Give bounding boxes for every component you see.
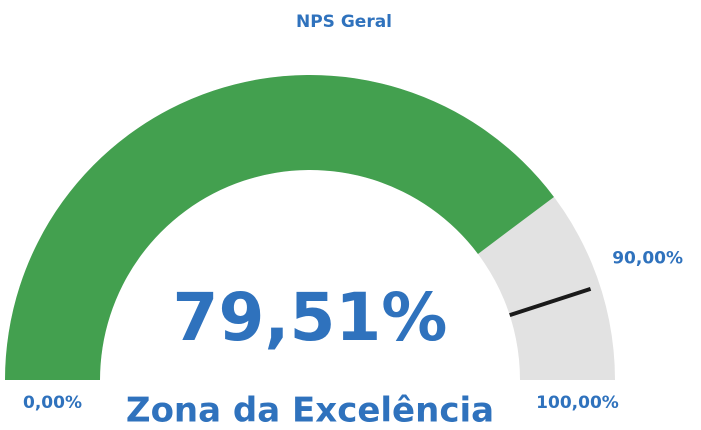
value-label: 79,51% — [173, 279, 448, 356]
chart-title: NPS Geral — [296, 12, 392, 32]
max-label: 100,00% — [536, 393, 619, 413]
target-label: 90,00% — [612, 248, 683, 268]
gauge-value — [5, 74, 554, 380]
annotation: Zona da Excelência — [126, 391, 494, 430]
min-label: 0,00% — [23, 393, 82, 413]
target-marker — [509, 286, 592, 318]
